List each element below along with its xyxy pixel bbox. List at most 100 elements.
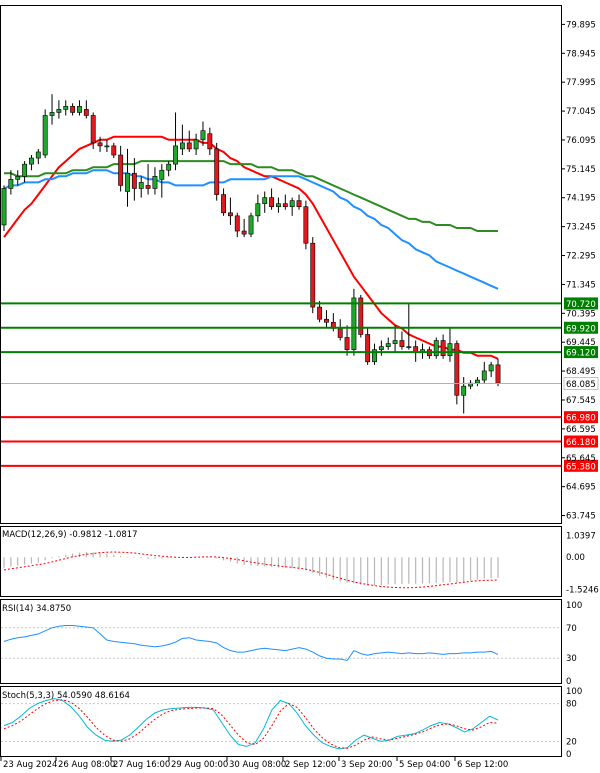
candle-body xyxy=(440,340,446,357)
horizontal-levels: 70.720 69.920 69.120 66.980 66.180 65.380 68.0… xyxy=(1,297,599,472)
time-tick-label: 29 Aug 00:00 xyxy=(171,760,228,770)
candle-body xyxy=(227,212,233,217)
stoch-tick-label: 0 xyxy=(566,750,571,760)
level-label-box xyxy=(564,459,598,472)
price-tick-label: 73.245 xyxy=(566,223,596,233)
price-tick-label: 63.745 xyxy=(566,512,596,522)
candle-body xyxy=(495,364,501,384)
candle-body xyxy=(447,343,453,357)
candle-body xyxy=(83,109,89,116)
candle-body xyxy=(234,215,240,232)
time-tick-label: 5 Sep 04:00 xyxy=(399,760,450,770)
price-tick-label: 77.995 xyxy=(566,78,596,88)
candle-body xyxy=(1,188,7,226)
price-tick-label: 70.395 xyxy=(566,309,596,319)
moving-averages xyxy=(3,135,499,360)
candle-body xyxy=(104,145,110,148)
candle-body xyxy=(145,185,151,189)
candle-body xyxy=(289,200,295,208)
level-label: 65.380 xyxy=(566,462,596,472)
candle-body xyxy=(173,145,178,165)
moving-average-line xyxy=(3,169,499,290)
candle-body xyxy=(303,206,309,244)
level-label: 69.920 xyxy=(566,324,596,334)
price-tick-label: 71.345 xyxy=(566,280,596,290)
stoch-tick-label: 80 xyxy=(566,700,577,710)
current-price-label: 68.085 xyxy=(566,380,596,390)
rsi-tick-label: 100 xyxy=(566,601,582,611)
stoch-panel-frame xyxy=(0,686,562,757)
candle-body xyxy=(90,115,96,144)
candle-body xyxy=(15,176,21,180)
level-label: 70.720 xyxy=(566,300,596,310)
rsi-panel-frame xyxy=(0,599,562,684)
macd-tick-label: 0.00 xyxy=(566,553,585,563)
candle-body xyxy=(365,334,371,363)
rsi-tick-label: 30 xyxy=(566,654,577,664)
stoch-tick-label: 20 xyxy=(566,737,577,747)
level-label-box xyxy=(564,346,598,359)
candle-body xyxy=(358,297,364,335)
price-panel-frame xyxy=(0,5,562,524)
rsi-tick-label: 70 xyxy=(566,624,577,634)
price-tick-label: 75.145 xyxy=(566,165,596,175)
level-label: 66.180 xyxy=(566,438,596,448)
rsi-line xyxy=(3,625,499,662)
time-tick-label: 3 Sep 20:00 xyxy=(341,760,392,770)
candle-body xyxy=(221,194,226,214)
candle-body xyxy=(433,340,439,357)
candles xyxy=(1,94,501,414)
candle-body xyxy=(241,230,247,235)
candle-body xyxy=(193,139,199,150)
candle-body xyxy=(138,182,144,189)
price-tick-label: 76.095 xyxy=(566,136,596,146)
candle-body xyxy=(166,163,172,171)
candle-body xyxy=(392,340,398,344)
stoch-plot: 100 80 20 0 xyxy=(1,687,582,760)
time-tick-label: 2 Sep 12:00 xyxy=(285,760,336,770)
level-label-box xyxy=(564,435,598,448)
price-tick-label: 72.295 xyxy=(566,252,596,262)
price-tick-label: 64.695 xyxy=(566,483,596,493)
price-axis: 79.895 78.945 77.995 77.045 76.095 75.145 74.1… xyxy=(561,20,596,522)
time-tick-label: 26 Aug 08:00 xyxy=(58,760,115,770)
candle-body xyxy=(282,203,288,208)
candle-body xyxy=(488,364,494,372)
candle-body xyxy=(399,340,405,347)
level-label-box xyxy=(564,297,598,310)
candle-body xyxy=(474,379,480,384)
candle-body xyxy=(8,179,14,189)
candle-body xyxy=(454,343,460,396)
candle-body xyxy=(125,172,130,192)
candle-body xyxy=(344,337,350,350)
candle-body xyxy=(276,203,281,208)
macd-signal-line xyxy=(3,551,499,589)
candle-body xyxy=(131,172,137,189)
candle-body xyxy=(406,346,412,348)
macd-plot: 1.0397 0.00 -1.5246 xyxy=(3,531,599,595)
candle-body xyxy=(481,370,487,381)
candle-body xyxy=(56,109,62,113)
candle-body xyxy=(70,106,76,113)
candle-body xyxy=(35,151,41,159)
candle-body xyxy=(77,106,82,113)
candle-body xyxy=(118,154,124,186)
candle-body xyxy=(317,306,323,320)
price-panel: 70.720 69.920 69.120 66.980 66.180 65.380 68.0… xyxy=(0,5,599,524)
level-label-box xyxy=(564,321,598,334)
candle-body xyxy=(461,385,467,396)
candle-body xyxy=(63,106,69,110)
time-tick-label: 30 Aug 08:00 xyxy=(229,760,286,770)
candle-body xyxy=(207,133,213,150)
candle-body xyxy=(337,328,343,338)
current-price-box xyxy=(563,377,599,390)
price-tick-label: 67.545 xyxy=(566,396,596,406)
rsi-panel: 100 70 30 0 RSI(14) 34.8750 xyxy=(0,599,582,687)
rsi-title: RSI(14) 34.8750 xyxy=(2,604,71,614)
candle-body xyxy=(49,112,55,116)
candle-body xyxy=(351,297,357,350)
level-label: 69.120 xyxy=(566,349,596,359)
macd-tick-label: 1.0397 xyxy=(566,531,596,541)
